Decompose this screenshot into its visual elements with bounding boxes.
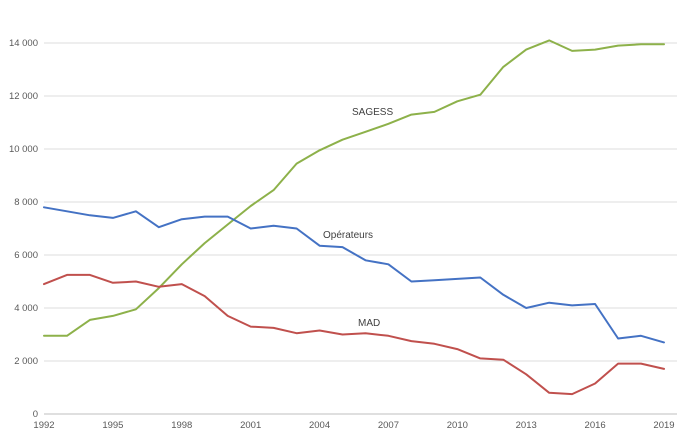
y-axis-label: 10 000	[9, 144, 38, 155]
x-axis-label: 1998	[171, 420, 192, 431]
x-axis-label: 2007	[378, 420, 399, 431]
series-label-sagess: SAGESS	[352, 107, 393, 118]
series-line-mad	[43, 273, 665, 396]
y-axis-label: 2 000	[14, 356, 38, 367]
series-line-oprateurs	[43, 206, 665, 344]
y-axis-label: 0	[33, 409, 38, 420]
series-label-mad: MAD	[358, 318, 380, 329]
x-axis-label: 2019	[653, 420, 674, 431]
x-axis-label: 1995	[102, 420, 123, 431]
x-axis-label: 2013	[516, 420, 537, 431]
x-axis-label: 2001	[240, 420, 261, 431]
y-axis-label: 12 000	[9, 91, 38, 102]
y-axis-label: 4 000	[14, 303, 38, 314]
series-line-sagess	[43, 39, 665, 337]
y-axis-label: 6 000	[14, 250, 38, 261]
x-axis-label: 1992	[33, 420, 54, 431]
x-axis-label: 2004	[309, 420, 330, 431]
x-axis-label: 2010	[447, 420, 468, 431]
x-axis-label: 2016	[585, 420, 606, 431]
y-axis-label: 8 000	[14, 197, 38, 208]
series-label-oprateurs: Opérateurs	[323, 230, 373, 241]
y-axis-label: 14 000	[9, 38, 38, 49]
